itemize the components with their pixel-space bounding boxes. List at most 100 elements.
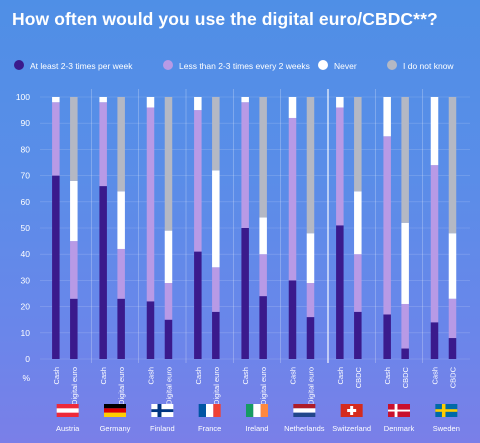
- y-tick-label: 100: [16, 92, 30, 102]
- legend-item: Never: [318, 60, 357, 71]
- bar-segment: [259, 217, 267, 255]
- country-name: Denmark: [384, 424, 415, 433]
- bar-segment: [383, 314, 391, 359]
- bar-segment: [354, 97, 362, 192]
- country-group: Cash CBDC: [374, 89, 410, 388]
- country-name: France: [198, 424, 221, 433]
- bar-segment: [117, 97, 125, 192]
- legend-swatch: [14, 60, 24, 70]
- bar-segment: [401, 303, 409, 349]
- bar-segment: [164, 283, 173, 320]
- finland-flag: [151, 404, 174, 417]
- bar-label: Digital euro: [164, 367, 173, 405]
- bar-segment: [146, 107, 155, 302]
- sweden-flag: [435, 404, 458, 417]
- y-tick-label: 40: [21, 249, 31, 259]
- country-name: Switzerland: [332, 424, 371, 433]
- y-axis: 0 10 20 30 40 50 60 70 80 90 100%: [16, 92, 31, 383]
- bar-segment: [117, 191, 125, 249]
- bar-segment: [212, 170, 220, 268]
- legend-label: I do not know: [403, 61, 454, 71]
- bar-segment: [99, 186, 107, 359]
- bar-label: Cash: [241, 367, 250, 385]
- netherlands-flag: [293, 404, 316, 417]
- bar-segment: [401, 222, 409, 304]
- bar-segment: [288, 97, 297, 118]
- y-tick-label: 20: [21, 302, 31, 312]
- bar-label: Cash: [431, 367, 440, 385]
- country-group: Cash Digital euro: [280, 89, 315, 405]
- bar-label: Cash: [99, 367, 108, 385]
- bar-label: Cash: [147, 367, 156, 385]
- bar-segment: [212, 311, 220, 359]
- bar-segment: [99, 97, 107, 103]
- bar-label: Digital euro: [117, 367, 126, 405]
- country-group: Cash Digital euro: [138, 89, 173, 405]
- bar-label: CBDC: [401, 366, 410, 388]
- legend-swatch: [387, 60, 397, 70]
- bar-segment: [448, 97, 457, 234]
- bar-segment: [448, 233, 457, 299]
- bar-segment: [164, 97, 173, 231]
- bar-segment: [212, 97, 220, 171]
- legend-item: Less than 2-3 times every 2 weeks: [163, 60, 310, 71]
- bar-segment: [164, 230, 173, 284]
- bar-segment: [99, 102, 107, 187]
- bar-segment: [70, 97, 78, 181]
- y-tick-label: 0: [25, 354, 30, 364]
- bar-segment: [52, 97, 60, 103]
- y-tick-label: 30: [21, 275, 31, 285]
- bar-segment: [336, 107, 344, 226]
- legend-label: At least 2-3 times per week: [30, 61, 133, 71]
- bar-segment: [194, 97, 202, 111]
- bar-segment: [241, 97, 249, 103]
- bar-segment: [306, 317, 315, 359]
- bar-segment: [354, 254, 362, 312]
- bar-segment: [448, 338, 457, 359]
- y-tick-label: 70: [21, 171, 31, 181]
- bar-segment: [164, 319, 173, 359]
- bar-segment: [354, 191, 362, 255]
- y-tick-label: 80: [21, 144, 31, 154]
- bar-segment: [146, 97, 155, 108]
- bar-segment: [336, 97, 344, 108]
- grid: [40, 96, 470, 360]
- bar-label: Digital euro: [306, 367, 315, 405]
- country-name: Finland: [150, 424, 175, 433]
- ireland-flag: [246, 404, 268, 417]
- bar-segment: [259, 97, 267, 218]
- country-group: Cash CBDC: [422, 89, 457, 388]
- bar-label: Cash: [194, 367, 203, 385]
- bar-segment: [70, 241, 78, 299]
- y-tick-label: 50: [21, 223, 31, 233]
- bar-label: Cash: [336, 367, 345, 385]
- bar-label: Digital euro: [70, 367, 79, 405]
- bar-segment: [212, 267, 220, 312]
- denmark-flag: [388, 404, 410, 417]
- bar-segment: [401, 348, 409, 359]
- country-group: Cash Digital euro: [185, 89, 221, 405]
- bar-segment: [383, 97, 391, 137]
- country-name: Sweden: [433, 424, 460, 433]
- bar-segment: [259, 296, 267, 359]
- austria-flag: [56, 404, 79, 417]
- bar-segment: [288, 280, 297, 359]
- y-tick-label: 90: [21, 118, 31, 128]
- legend-swatch: [163, 60, 173, 70]
- legend-swatch: [318, 60, 328, 70]
- bar-segment: [354, 311, 362, 359]
- bar-label: Cash: [289, 367, 298, 385]
- bar-segment: [70, 180, 78, 242]
- country-group: Cash Digital euro: [90, 89, 126, 405]
- bar-segment: [306, 283, 315, 318]
- legend-item: At least 2-3 times per week: [14, 60, 133, 71]
- bar-label: Digital euro: [259, 367, 268, 405]
- bar-label: CBDC: [448, 366, 457, 388]
- bar-segment: [259, 254, 267, 297]
- y-tick-label: 60: [21, 197, 31, 207]
- bar-segment: [430, 322, 439, 359]
- bar-segment: [52, 102, 60, 176]
- country-name: Austria: [56, 424, 80, 433]
- chart-title: How often would you use the digital euro…: [12, 9, 438, 29]
